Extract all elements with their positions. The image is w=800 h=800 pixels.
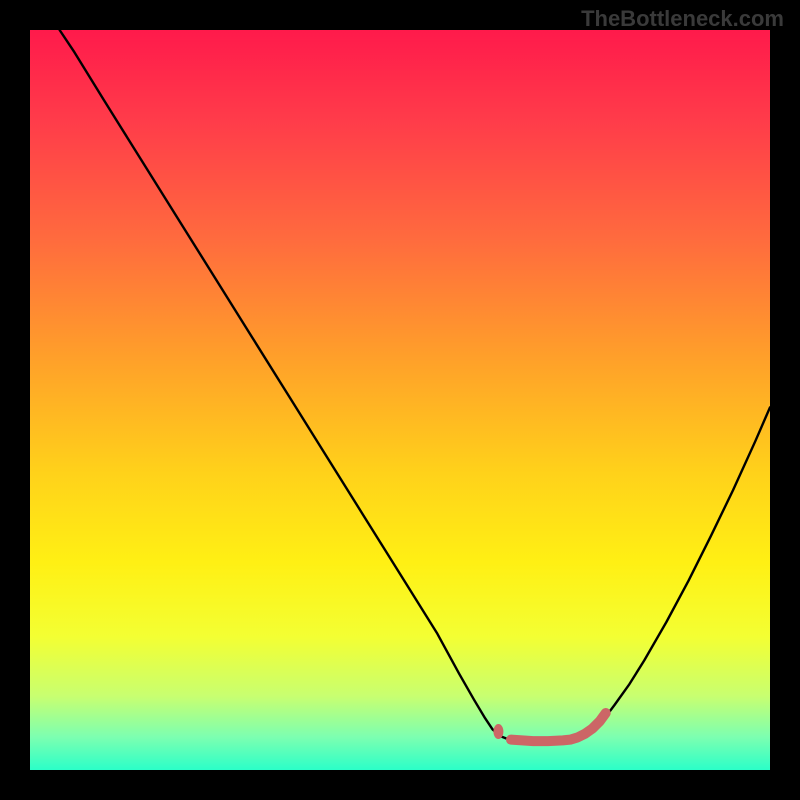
watermark-text: TheBottleneck.com — [581, 6, 784, 32]
chart-root: TheBottleneck.com — [0, 0, 800, 800]
bottleneck-curve-chart — [0, 0, 800, 800]
